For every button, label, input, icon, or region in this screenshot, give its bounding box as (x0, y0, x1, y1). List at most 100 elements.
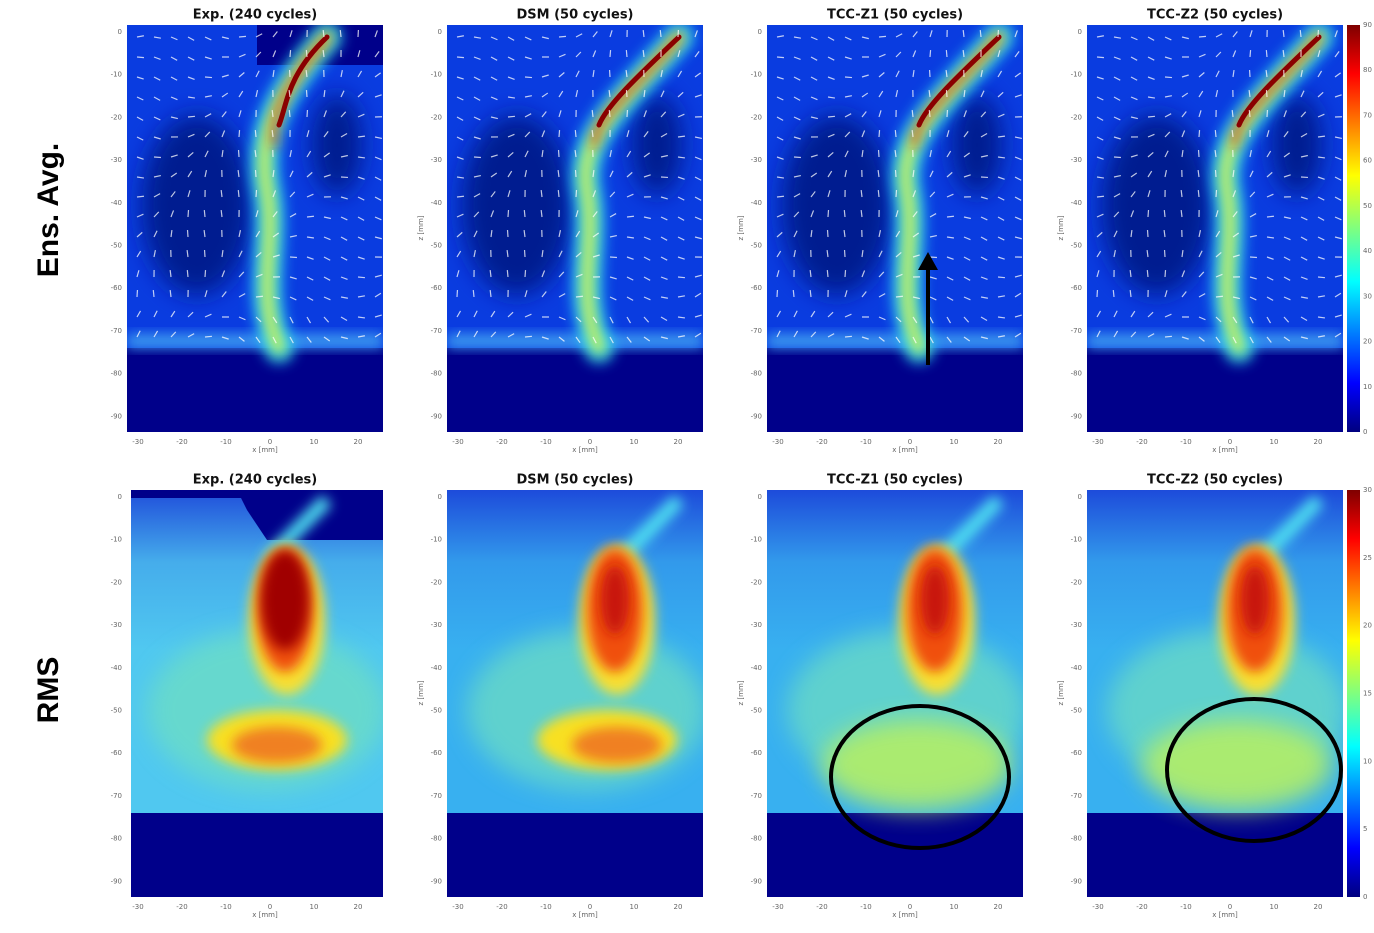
x-tick-label: 20 (354, 903, 363, 911)
velocity-vector (1147, 270, 1148, 277)
velocity-vector (170, 270, 171, 277)
y-tick-label: -30 (1071, 156, 1082, 164)
y-tick-label: -50 (1071, 707, 1082, 715)
y-tick-label: -20 (111, 113, 122, 121)
y-tick-label: -40 (1071, 199, 1082, 207)
velocity-vector (1232, 130, 1233, 137)
velocity-vector (1165, 336, 1172, 337)
panel-title: TCC-Z1 (50 cycles) (827, 473, 963, 488)
y-tick-label: -80 (431, 370, 442, 378)
velocity-vector (255, 130, 256, 137)
y-tick-label: -20 (751, 113, 762, 121)
x-axis-label: x [mm] (572, 911, 598, 919)
velocity-vector (1130, 290, 1131, 297)
velocity-vector (307, 216, 314, 217)
y-tick-label: -90 (1071, 877, 1082, 885)
y-tick-label: -30 (431, 621, 442, 629)
velocity-vector (777, 196, 784, 197)
y-tick-label: -80 (751, 370, 762, 378)
y-tick-label: 0 (118, 493, 122, 501)
velocity-vector (827, 270, 828, 277)
y-tick-label: -30 (111, 156, 122, 164)
vortex (952, 95, 1002, 195)
panel-title: Exp. (240 cycles) (193, 8, 317, 23)
x-tick-label: 10 (950, 903, 959, 911)
y-tick-label: -10 (751, 536, 762, 544)
velocity-vector (1181, 210, 1182, 217)
velocity-vector (643, 50, 644, 57)
velocity-vector (525, 336, 532, 337)
velocity-vector (170, 290, 171, 297)
y-axis-label: z [mm] (417, 680, 425, 705)
x-tick-label: 20 (674, 438, 683, 446)
y-tick-label: -90 (111, 877, 122, 885)
y-tick-label: 0 (758, 493, 762, 501)
velocity-vector (845, 270, 846, 277)
velocity-vector (205, 336, 212, 337)
velocity-vector (626, 50, 627, 57)
panel-title: TCC-Z1 (50 cycles) (827, 8, 963, 23)
heatmap (767, 490, 1027, 897)
velocity-vector (558, 190, 559, 197)
x-tick-label: -30 (1092, 903, 1103, 911)
y-tick-label: -10 (431, 71, 442, 79)
velocity-vector (290, 50, 291, 57)
colorbar (1347, 25, 1360, 432)
y-tick-label: -80 (111, 370, 122, 378)
y-tick-label: -90 (751, 412, 762, 420)
x-tick-label: -20 (176, 903, 187, 911)
velocity-vector (1249, 110, 1250, 117)
x-tick-label: 20 (674, 903, 683, 911)
velocity-vector (1318, 136, 1325, 137)
velocity-vector (188, 210, 189, 217)
x-tick-label: 0 (588, 438, 592, 446)
velocity-vector (457, 57, 464, 58)
x-tick-label: -10 (220, 438, 231, 446)
colorbar-tick-label: 70 (1363, 111, 1372, 119)
y-axis-label: z [mm] (417, 215, 425, 240)
velocity-vector (153, 290, 154, 297)
colorbar-tick-label: 40 (1363, 247, 1372, 255)
y-tick-label: -30 (111, 621, 122, 629)
y-tick-label: -80 (1071, 835, 1082, 843)
velocity-vector (524, 210, 525, 217)
y-tick-label: -20 (431, 578, 442, 586)
velocity-vector (643, 30, 644, 37)
y-tick-label: -90 (431, 412, 442, 420)
row-label: RMS (32, 657, 65, 724)
vortex (632, 95, 682, 195)
colorbar-tick-label: 5 (1363, 825, 1367, 833)
x-tick-label: 0 (1228, 438, 1232, 446)
y-tick-label: -30 (751, 156, 762, 164)
heatmap (767, 25, 1023, 432)
x-tick-label: -10 (220, 903, 231, 911)
x-tick-label: 20 (354, 438, 363, 446)
velocity-vector (490, 270, 491, 277)
velocity-vector (188, 116, 195, 117)
velocity-vector (137, 196, 144, 197)
x-tick-label: 20 (994, 903, 1003, 911)
y-tick-label: 0 (118, 28, 122, 36)
velocity-vector (609, 110, 610, 117)
x-tick-label: -10 (540, 903, 551, 911)
y-tick-label: -10 (751, 71, 762, 79)
velocity-vector (946, 50, 947, 57)
y-tick-label: -30 (1071, 621, 1082, 629)
velocity-vector (1097, 57, 1104, 58)
velocity-vector (1198, 190, 1199, 197)
velocity-vector (1318, 277, 1325, 278)
velocity-vector (575, 130, 576, 137)
y-tick-label: -70 (111, 792, 122, 800)
velocity-vector (137, 57, 144, 58)
velocity-vector (306, 50, 307, 57)
heatmap (447, 490, 707, 897)
x-tick-label: -30 (132, 438, 143, 446)
velocity-vector (929, 110, 930, 117)
y-tick-label: -10 (111, 71, 122, 79)
y-axis-label: z [mm] (737, 680, 745, 705)
velocity-vector (627, 216, 634, 217)
heatmap (127, 25, 383, 432)
velocity-vector (879, 130, 880, 137)
x-tick-label: 10 (950, 438, 959, 446)
y-tick-label: 0 (1078, 28, 1082, 36)
